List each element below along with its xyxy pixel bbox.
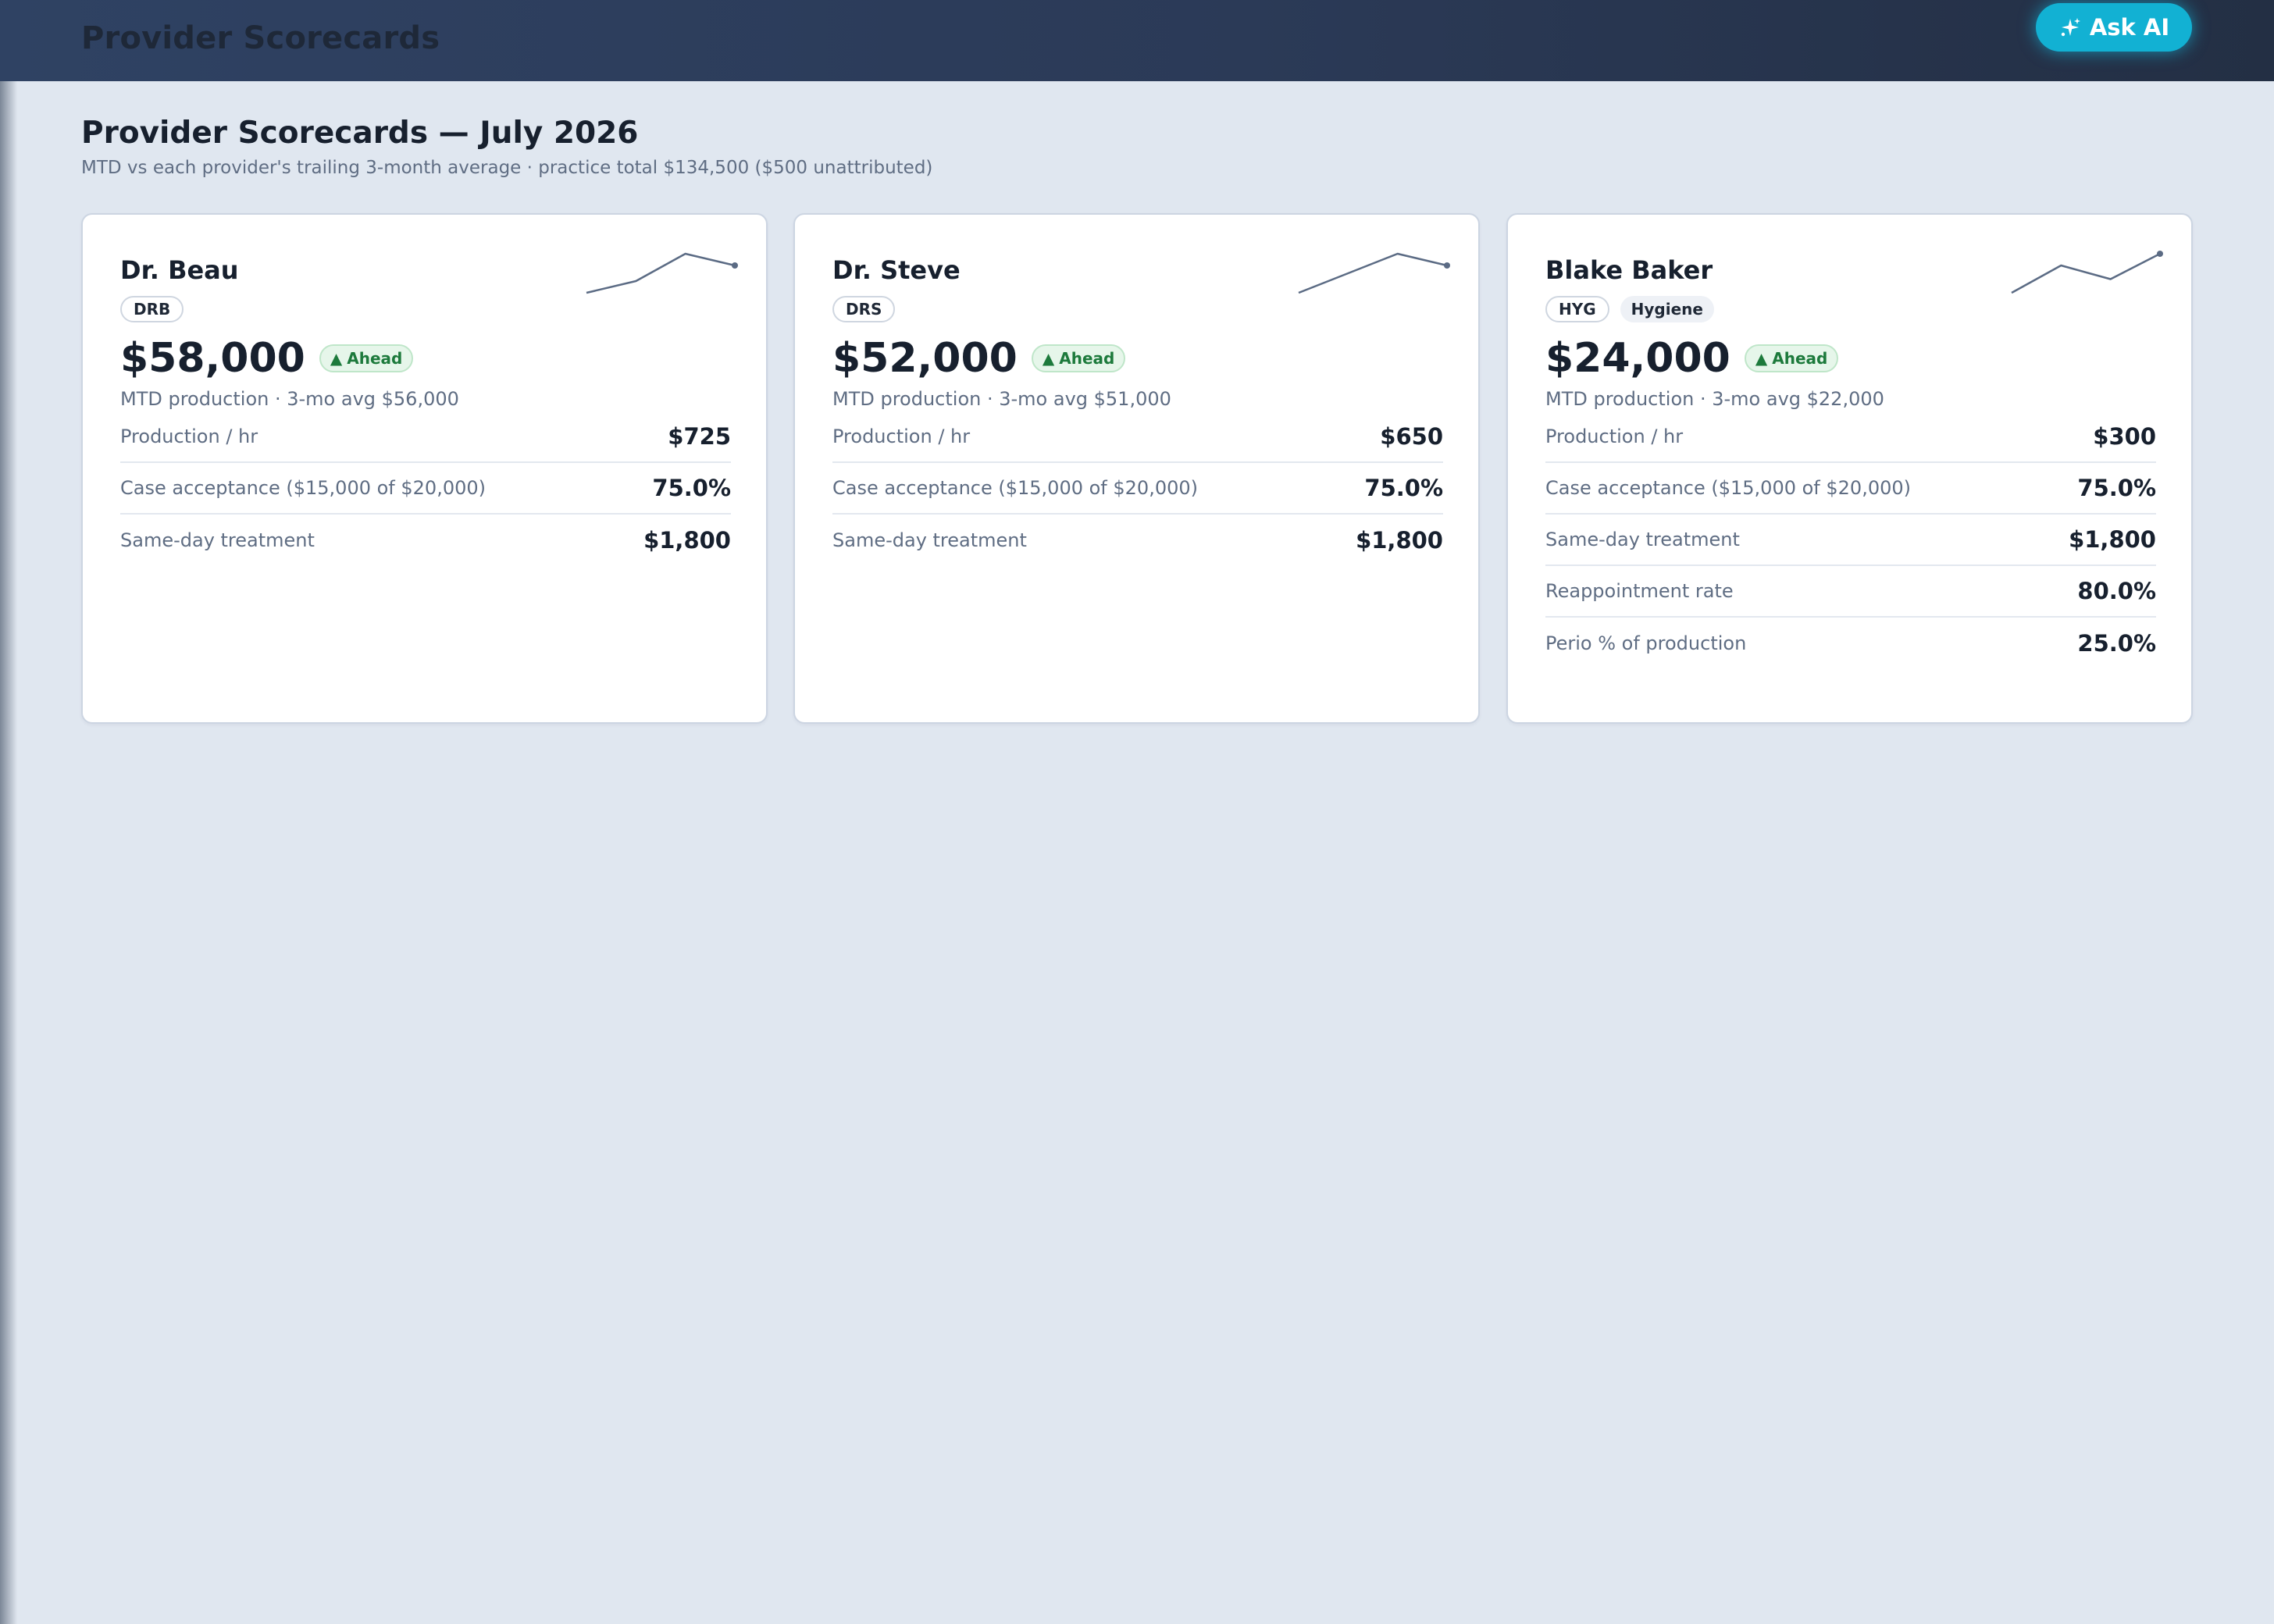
metric-label: Perio % of production bbox=[1545, 632, 1747, 654]
metric-row: Same-day treatment $1,800 bbox=[1545, 515, 2156, 566]
metric-label: Production / hr bbox=[832, 426, 971, 447]
triangle-up-icon: ▲ bbox=[330, 349, 343, 368]
page-subtitle: MTD vs each provider's trailing 3-month … bbox=[81, 158, 933, 178]
mtd-production-amount: $58,000 bbox=[120, 335, 305, 382]
metric-row: Same-day treatment $1,800 bbox=[832, 515, 1443, 566]
metric-row: Production / hr $650 bbox=[832, 411, 1443, 463]
metric-value: 25.0% bbox=[2077, 630, 2156, 657]
metric-row: Same-day treatment $1,800 bbox=[120, 515, 731, 566]
metric-row: Reappointment rate 80.0% bbox=[1545, 566, 2156, 618]
metric-row: Production / hr $300 bbox=[1545, 411, 2156, 463]
status-badge: ▲ Ahead bbox=[1744, 344, 1839, 372]
provider-code-tag: DRS bbox=[832, 296, 896, 322]
sparkline-line bbox=[586, 252, 736, 294]
provider-card: Blake Baker HYG Hygiene $24,000 ▲ Ahead … bbox=[1506, 213, 2193, 724]
sparkline-chart bbox=[586, 252, 738, 294]
metric-row: Production / hr $725 bbox=[120, 411, 731, 463]
status-badge: ▲ Ahead bbox=[1031, 344, 1126, 372]
metric-row: Perio % of production 25.0% bbox=[1545, 618, 2156, 669]
sparkline-chart bbox=[2011, 251, 2163, 294]
triangle-up-icon: ▲ bbox=[1755, 349, 1768, 368]
production-caption: MTD production · 3-mo avg $22,000 bbox=[1545, 388, 1884, 410]
metric-label: Same-day treatment bbox=[1545, 529, 1740, 550]
metric-row: Case acceptance ($15,000 of $20,000) 75.… bbox=[1545, 463, 2156, 515]
metric-row: Case acceptance ($15,000 of $20,000) 75.… bbox=[120, 463, 731, 515]
status-badge-label: Ahead bbox=[347, 349, 403, 368]
status-badge: ▲ Ahead bbox=[319, 344, 414, 372]
page-title: Provider Scorecards — July 2026 bbox=[81, 116, 639, 151]
metric-label: Case acceptance ($15,000 of $20,000) bbox=[1545, 477, 1911, 499]
status-badge-label: Ahead bbox=[1772, 349, 1828, 368]
metric-value: 75.0% bbox=[652, 475, 731, 501]
provider-name: Blake Baker bbox=[1545, 255, 1713, 285]
ask-ai-button[interactable]: Ask AI bbox=[2036, 3, 2192, 52]
mtd-production-amount: $24,000 bbox=[1545, 335, 1730, 382]
provider-card: Dr. Beau DRB $58,000 ▲ Ahead MTD product… bbox=[81, 213, 768, 724]
metric-row: Case acceptance ($15,000 of $20,000) 75.… bbox=[832, 463, 1443, 515]
metrics-list: Production / hr $300 Case acceptance ($1… bbox=[1545, 411, 2156, 669]
metric-value: 80.0% bbox=[2077, 578, 2156, 604]
sparkline-endpoint bbox=[1444, 262, 1450, 269]
metric-value: $1,800 bbox=[643, 527, 731, 554]
provider-tags: HYG Hygiene bbox=[1545, 296, 1714, 322]
provider-code-tag: HYG bbox=[1545, 296, 1609, 322]
metric-value: 75.0% bbox=[1364, 475, 1443, 501]
metric-value: $1,800 bbox=[1356, 527, 1443, 554]
app-title: Provider Scorecards bbox=[81, 20, 440, 56]
metric-value: $300 bbox=[2093, 423, 2156, 450]
metric-value: $650 bbox=[1380, 423, 1443, 450]
metric-value: $725 bbox=[668, 423, 731, 450]
triangle-up-icon: ▲ bbox=[1042, 349, 1055, 368]
provider-code-tag: DRB bbox=[120, 296, 184, 322]
metric-value: $1,800 bbox=[2069, 526, 2156, 553]
metrics-list: Production / hr $650 Case acceptance ($1… bbox=[832, 411, 1443, 566]
left-edge-shadow bbox=[0, 81, 17, 1624]
ask-ai-label: Ask AI bbox=[2089, 14, 2170, 41]
provider-name: Dr. Beau bbox=[120, 255, 239, 285]
metric-label: Case acceptance ($15,000 of $20,000) bbox=[120, 477, 486, 499]
provider-card: Dr. Steve DRS $52,000 ▲ Ahead MTD produc… bbox=[793, 213, 1480, 724]
status-badge-label: Ahead bbox=[1059, 349, 1115, 368]
provider-role-tag: Hygiene bbox=[1620, 296, 1714, 322]
metrics-list: Production / hr $725 Case acceptance ($1… bbox=[120, 411, 731, 566]
metric-label: Same-day treatment bbox=[120, 529, 315, 551]
provider-name: Dr. Steve bbox=[832, 255, 961, 285]
metric-label: Reappointment rate bbox=[1545, 580, 1734, 602]
metric-label: Production / hr bbox=[1545, 426, 1684, 447]
top-bar: Provider Scorecards Ask AI bbox=[0, 0, 2274, 81]
provider-tags: DRS bbox=[832, 296, 896, 322]
sparkline-line bbox=[2011, 252, 2161, 294]
sparkle-icon bbox=[2061, 18, 2080, 37]
sparkline-chart bbox=[1298, 252, 1450, 294]
metric-label: Case acceptance ($15,000 of $20,000) bbox=[832, 477, 1198, 499]
provider-tags: DRB bbox=[120, 296, 184, 322]
production-caption: MTD production · 3-mo avg $51,000 bbox=[832, 388, 1171, 410]
sparkline-endpoint bbox=[2157, 251, 2163, 257]
metric-label: Same-day treatment bbox=[832, 529, 1027, 551]
sparkline-line bbox=[1298, 252, 1448, 294]
sparkline-endpoint bbox=[732, 262, 738, 269]
metric-value: 75.0% bbox=[2077, 475, 2156, 501]
production-caption: MTD production · 3-mo avg $56,000 bbox=[120, 388, 459, 410]
metric-label: Production / hr bbox=[120, 426, 258, 447]
mtd-production-amount: $52,000 bbox=[832, 335, 1018, 382]
